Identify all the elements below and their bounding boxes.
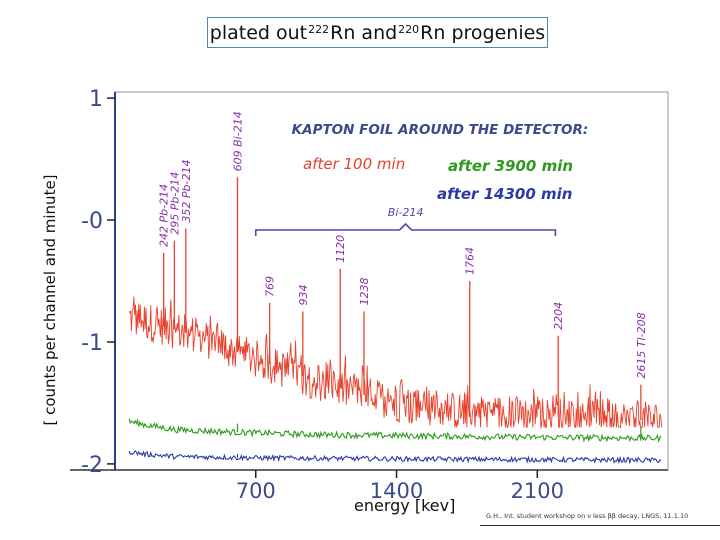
peak-label: 295 Pb-214 [168, 172, 181, 235]
series-line-1 [128, 418, 662, 444]
title-mid: Rn and [330, 21, 398, 44]
title-sup-220: 220 [398, 23, 420, 36]
chart-title: KAPTON FOIL AROUND THE DETECTOR: [292, 122, 589, 138]
legend-entry-1: after 3900 min [448, 157, 573, 175]
peak-label: 769 [264, 276, 277, 297]
peak-label: 934 [297, 284, 310, 305]
y-axis-label: [ counts per channel and minute] [41, 174, 59, 426]
legend-entry-2: after 14300 min [437, 185, 572, 203]
legend-entry-0: after 100 min [303, 155, 405, 173]
footer-note: G.H., Int. student workshop on ν less ββ… [480, 504, 720, 526]
plot-frame [114, 91, 669, 471]
y-tick-label: -2 [81, 453, 103, 478]
x-tick-label: 1400 [370, 479, 423, 503]
series-line-2 [128, 450, 662, 465]
peak-label: 1120 [334, 235, 347, 263]
x-axis-label: energy [kev] [354, 496, 456, 515]
y-tick-label: 1 [89, 87, 103, 112]
bi214-brace [254, 222, 557, 236]
peak-label: 2615 Tl-208 [635, 312, 648, 378]
y-tick-label: -1 [81, 331, 103, 356]
x-tick-label: 700 [236, 479, 276, 503]
y-tick-label: -0 [81, 209, 103, 234]
series-line-0 [128, 296, 663, 429]
peak-label: 1238 [358, 277, 371, 305]
peak-label: 242 Pb-214 [158, 184, 171, 247]
peak-label: 1764 [464, 247, 477, 275]
peak-label: 609 Bi-214 [231, 111, 244, 171]
peak-label: 352 Pb-214 [180, 159, 193, 222]
bi214-group-label: Bi-214 [388, 206, 424, 219]
title-sup-222: 222 [308, 23, 330, 36]
x-tick-label: 2100 [511, 479, 564, 503]
peak-label: 2204 [552, 302, 565, 330]
slide-title: plated out 222 Rn and 220 Rn progenies [207, 17, 548, 48]
title-prefix: plated out [209, 21, 308, 44]
title-suffix: Rn progenies [420, 21, 546, 44]
